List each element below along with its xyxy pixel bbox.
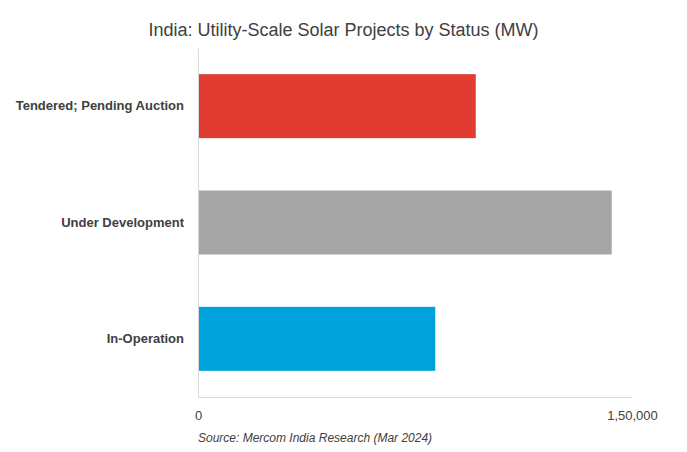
title: India: Utility-Scale Solar Projects by S… (148, 20, 538, 40)
y-tick: Under Development (61, 215, 198, 230)
y-tick-label: Under Development (61, 215, 184, 230)
y-axis-line (198, 49, 199, 398)
x-axis-line (199, 397, 633, 398)
x-tick: 0 (195, 397, 202, 423)
x-axis: 0 1,50,000 (195, 397, 658, 423)
x-tick: 1,50,000 (607, 397, 658, 423)
bar (198, 191, 612, 255)
chart: India: Utility-Scale Solar Projects by S… (0, 0, 687, 452)
y-axis: Tendered; Pending Auction Under Developme… (16, 49, 199, 398)
bars (198, 74, 612, 371)
bar (198, 307, 435, 371)
y-tick: Tendered; Pending Auction (16, 98, 198, 113)
x-tick-label: 1,50,000 (607, 408, 658, 423)
x-tick-label: 0 (195, 408, 202, 423)
bar (198, 74, 476, 138)
y-tick: In-Operation (107, 331, 198, 346)
y-tick-label: In-Operation (107, 331, 184, 346)
y-tick-label: Tendered; Pending Auction (16, 98, 184, 113)
source: Source: Mercom India Research (Mar 2024) (198, 431, 432, 445)
